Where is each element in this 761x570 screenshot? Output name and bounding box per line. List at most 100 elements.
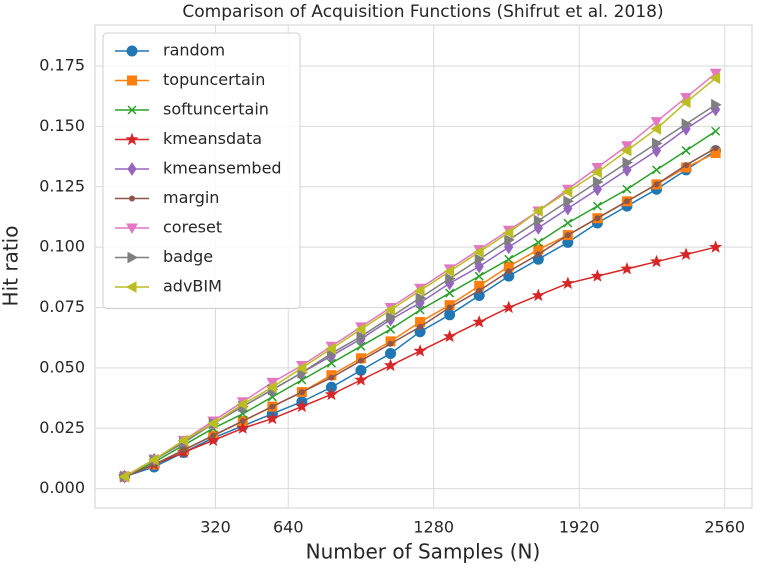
data-point xyxy=(446,304,453,311)
x-tick-label: 320 xyxy=(200,518,231,537)
data-point xyxy=(239,418,246,425)
data-point xyxy=(679,247,693,261)
data-point xyxy=(180,447,187,454)
legend-box xyxy=(102,32,301,309)
data-point xyxy=(326,358,336,368)
data-point xyxy=(443,265,455,278)
legend-marker xyxy=(127,75,137,86)
data-point xyxy=(356,341,366,351)
data-point xyxy=(505,268,512,275)
legend-label: margin xyxy=(163,188,219,207)
legend-label: kmeansdata xyxy=(163,129,262,148)
data-point xyxy=(563,218,573,228)
data-point xyxy=(683,162,690,169)
y-tick-label: 0.050 xyxy=(39,357,85,376)
data-point xyxy=(415,292,427,304)
data-point xyxy=(384,304,396,316)
data-point xyxy=(712,145,719,152)
data-point xyxy=(649,254,664,268)
data-point xyxy=(504,234,515,246)
legend: random topuncertain softuncertain kmeansdat… xyxy=(102,32,301,309)
data-point xyxy=(652,137,663,150)
data-point xyxy=(177,434,189,447)
x-tick-label: 1280 xyxy=(413,518,454,537)
data-point xyxy=(387,340,394,347)
data-point xyxy=(415,305,425,315)
y-tick-label: 0.100 xyxy=(39,237,85,256)
y-tick-label: 0.125 xyxy=(39,176,85,195)
data-point xyxy=(592,201,602,211)
data-point xyxy=(620,261,634,275)
series xyxy=(118,72,721,483)
data-point xyxy=(356,330,368,343)
data-point xyxy=(354,323,366,336)
data-point xyxy=(532,205,543,217)
data-point xyxy=(266,381,277,394)
data-point xyxy=(533,237,543,247)
data-point xyxy=(561,276,575,290)
data-point xyxy=(681,146,691,156)
legend-label: advBIM xyxy=(163,277,222,296)
data-point xyxy=(298,389,305,396)
data-point xyxy=(650,122,662,135)
data-point xyxy=(445,288,455,298)
data-point xyxy=(650,117,663,128)
data-point xyxy=(206,433,220,446)
data-point xyxy=(472,315,486,328)
legend-marker xyxy=(125,281,137,293)
data-point xyxy=(445,272,456,285)
y-tick-label: 0.025 xyxy=(39,418,85,437)
x-tick-label: 640 xyxy=(273,518,304,537)
legend-label: coreset xyxy=(163,218,222,237)
data-point xyxy=(535,251,542,258)
data-point xyxy=(236,398,248,411)
x-axis-label: Number of Samples (N) xyxy=(306,540,541,564)
data-point xyxy=(324,387,339,401)
data-point xyxy=(561,185,573,198)
data-point xyxy=(269,403,276,410)
legend-label: topuncertain xyxy=(163,70,265,89)
chart-title: Comparison of Acquisition Functions (Shi… xyxy=(182,2,663,22)
data-point xyxy=(354,373,368,386)
data-point xyxy=(207,417,218,430)
data-point xyxy=(148,453,159,466)
data-point xyxy=(680,96,691,109)
data-point xyxy=(504,254,514,264)
data-point xyxy=(591,166,602,179)
data-point xyxy=(476,287,483,294)
data-point xyxy=(622,184,632,194)
data-point xyxy=(502,226,514,239)
legend-marker xyxy=(127,105,137,115)
data-point xyxy=(594,215,601,222)
data-point xyxy=(622,156,633,169)
legend-marker xyxy=(126,223,138,235)
data-point xyxy=(295,399,309,413)
legend-marker xyxy=(126,45,138,57)
data-point xyxy=(709,240,723,253)
data-point xyxy=(325,342,336,355)
data-point xyxy=(357,357,364,364)
data-point xyxy=(474,253,486,266)
x-tick-label: 1920 xyxy=(559,518,600,537)
data-point xyxy=(328,374,335,381)
data-point xyxy=(592,176,604,188)
data-point xyxy=(210,432,217,439)
legend-label: badge xyxy=(163,247,213,266)
data-point xyxy=(295,362,307,374)
legend-label: kmeansembed xyxy=(163,159,282,178)
data-point xyxy=(709,72,721,84)
data-point xyxy=(414,284,425,297)
data-point xyxy=(623,198,630,205)
data-point xyxy=(383,358,398,372)
data-point xyxy=(443,329,457,343)
data-point xyxy=(444,309,456,321)
legend-marker xyxy=(127,162,137,176)
data-point xyxy=(385,347,397,359)
data-point xyxy=(413,344,427,357)
data-point xyxy=(590,269,605,282)
y-axis-label: Hit ratio xyxy=(0,226,23,307)
data-point xyxy=(564,232,571,239)
data-point xyxy=(533,214,545,227)
